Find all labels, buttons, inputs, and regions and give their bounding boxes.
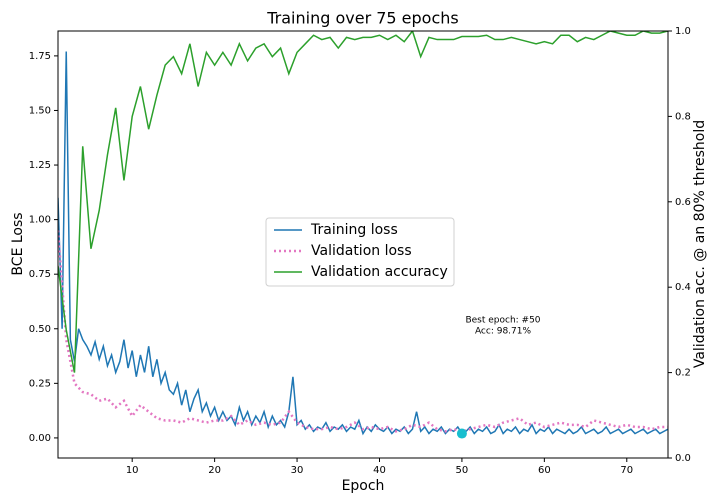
y-tick-label: 0.50 — [29, 324, 51, 335]
y-tick-label: 1.25 — [29, 160, 51, 171]
x-tick-label: 60 — [538, 465, 551, 476]
y-axis-label: BCE Loss — [10, 212, 26, 275]
y2-axis-label: Validation acc. @ an 80% threshold — [692, 120, 708, 368]
x-tick-label: 30 — [291, 465, 304, 476]
y-tick-label: 0.75 — [29, 269, 51, 280]
series-line — [58, 51, 668, 436]
x-axis-label: Epoch — [342, 478, 385, 494]
y-tick-label: 0.25 — [29, 378, 51, 389]
legend-label: Training loss — [310, 222, 398, 238]
legend-label: Validation accuracy — [311, 264, 448, 280]
series-line — [58, 230, 668, 433]
series-line — [58, 31, 668, 373]
legend-label: Validation loss — [311, 243, 412, 259]
chart-title: Training over 75 epochs — [266, 9, 459, 28]
y2-tick-label: 0.2 — [675, 368, 691, 379]
x-tick-label: 50 — [456, 465, 469, 476]
x-tick-label: 70 — [620, 465, 633, 476]
plot-frame — [57, 30, 669, 459]
y2-tick-label: 0.4 — [675, 282, 691, 293]
annotation: Acc: 98.71% — [475, 327, 532, 337]
y-tick-label: 1.75 — [29, 51, 51, 62]
x-tick-label: 40 — [373, 465, 386, 476]
y-tick-label: 1.50 — [29, 105, 51, 116]
legend-box — [265, 217, 455, 287]
y2-tick-label: 0.0 — [675, 453, 691, 464]
annotation: Best epoch: #50 — [465, 316, 540, 326]
x-tick-label: 20 — [208, 465, 221, 476]
y-tick-label: 0.00 — [29, 433, 51, 444]
y-tick-label: 1.00 — [29, 215, 51, 226]
best-point — [456, 428, 467, 439]
y2-tick-label: 0.6 — [675, 197, 691, 208]
y2-tick-label: 1.0 — [675, 26, 691, 37]
x-tick-label: 10 — [126, 465, 139, 476]
y2-tick-label: 0.8 — [675, 111, 691, 122]
